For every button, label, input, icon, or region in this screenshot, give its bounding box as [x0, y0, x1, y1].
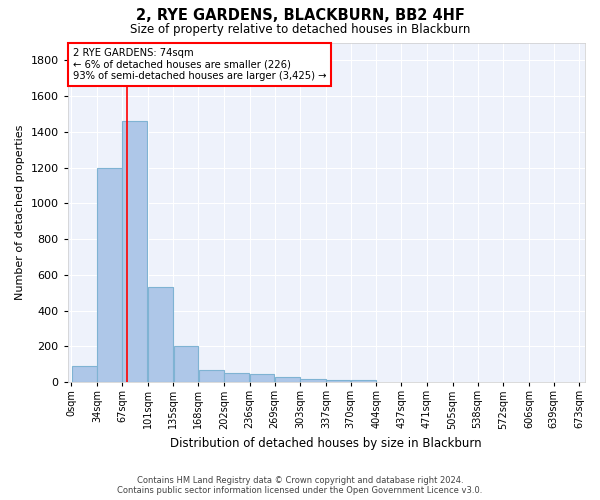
Y-axis label: Number of detached properties: Number of detached properties: [15, 124, 25, 300]
Bar: [250, 374, 274, 382]
Bar: [199, 370, 224, 382]
Bar: [275, 377, 300, 382]
Text: Contains HM Land Registry data © Crown copyright and database right 2024.
Contai: Contains HM Land Registry data © Crown c…: [118, 476, 482, 495]
Bar: [72, 366, 97, 382]
Bar: [122, 121, 148, 382]
Text: 2 RYE GARDENS: 74sqm
← 6% of detached houses are smaller (226)
93% of semi-detac: 2 RYE GARDENS: 74sqm ← 6% of detached ho…: [73, 48, 326, 81]
Bar: [148, 286, 173, 382]
Bar: [97, 168, 122, 382]
Bar: [351, 380, 376, 382]
Bar: [326, 380, 350, 382]
Text: Size of property relative to detached houses in Blackburn: Size of property relative to detached ho…: [130, 22, 470, 36]
Bar: [301, 378, 326, 382]
Bar: [224, 374, 250, 382]
Text: 2, RYE GARDENS, BLACKBURN, BB2 4HF: 2, RYE GARDENS, BLACKBURN, BB2 4HF: [136, 8, 464, 22]
Bar: [173, 346, 198, 382]
X-axis label: Distribution of detached houses by size in Blackburn: Distribution of detached houses by size …: [170, 437, 482, 450]
